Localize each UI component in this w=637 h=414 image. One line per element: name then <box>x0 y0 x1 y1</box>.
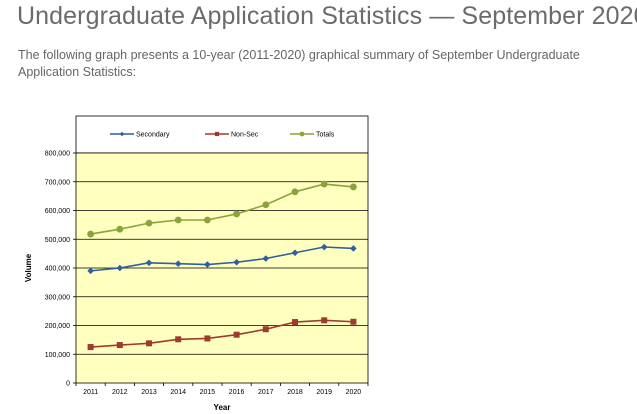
y-tick-label: 700,000 <box>45 179 70 186</box>
y-tick-label: 0 <box>66 381 70 388</box>
legend-marker-totals <box>299 131 305 137</box>
data-point-secondary <box>87 267 94 275</box>
x-tick-label: 2012 <box>112 389 128 396</box>
data-point-secondary <box>116 264 124 272</box>
x-tick-label: 2020 <box>346 389 362 396</box>
data-point-totals <box>350 183 357 191</box>
x-tick-label: 2018 <box>287 389 303 396</box>
legend-marker-secondary <box>119 131 125 137</box>
data-point-totals <box>116 225 124 233</box>
data-point-totals <box>87 230 94 238</box>
data-point-totals <box>291 188 299 196</box>
y-tick-label: 200,000 <box>45 323 70 330</box>
x-tick-label: 2011 <box>83 389 98 396</box>
y-tick-label: 500,000 <box>45 237 70 244</box>
data-point-non-sec <box>87 344 94 351</box>
x-tick-label: 2016 <box>229 389 245 396</box>
x-axis-title: Year <box>214 403 231 412</box>
data-point-totals <box>145 219 153 227</box>
data-point-non-sec <box>116 342 123 349</box>
data-point-totals <box>262 201 270 209</box>
series-line-non-sec <box>90 319 354 348</box>
y-tick-label: 100,000 <box>45 352 70 359</box>
legend-label-secondary: Secondary <box>136 132 170 139</box>
data-point-totals <box>233 210 241 218</box>
data-point-secondary <box>350 245 357 252</box>
x-tick-label: 2014 <box>170 389 186 396</box>
series-line-totals <box>90 183 354 235</box>
y-tick-label: 800,000 <box>45 151 70 158</box>
x-tick-label: 2015 <box>200 389 216 396</box>
data-point-secondary <box>174 260 182 267</box>
y-axis-title: Volume <box>24 253 33 282</box>
data-point-secondary <box>291 249 299 257</box>
y-tick-label: 300,000 <box>45 294 70 301</box>
intro-text: The following graph presents a 10-year (… <box>18 48 580 79</box>
legend-marker-non-sec <box>214 131 220 137</box>
data-point-non-sec <box>146 340 152 347</box>
legend-label-totals: Totals <box>316 132 335 139</box>
x-tick-label: 2017 <box>258 389 274 396</box>
legend-label-non-sec: Non-Sec <box>231 132 259 139</box>
data-point-totals <box>174 216 182 224</box>
data-point-secondary <box>262 255 270 262</box>
series-line-secondary <box>90 246 354 272</box>
data-point-secondary <box>145 259 153 267</box>
data-point-non-sec <box>204 335 211 342</box>
y-tick-label: 600,000 <box>45 208 70 215</box>
y-tick-label: 400,000 <box>45 266 70 273</box>
data-point-non-sec <box>350 318 357 325</box>
data-point-totals <box>204 216 211 224</box>
data-point-non-sec <box>292 319 298 326</box>
data-point-non-sec <box>175 336 182 343</box>
data-point-non-sec <box>233 331 240 338</box>
x-tick-label: 2013 <box>141 389 157 396</box>
data-point-totals <box>320 180 328 188</box>
data-point-secondary <box>233 258 240 266</box>
x-tick-label: 2019 <box>316 389 332 396</box>
data-point-secondary <box>204 261 211 268</box>
data-point-secondary <box>320 243 328 251</box>
data-point-non-sec <box>262 326 269 333</box>
data-point-non-sec <box>321 317 328 324</box>
page-title: Undergraduate Application Statistics — S… <box>17 2 637 30</box>
